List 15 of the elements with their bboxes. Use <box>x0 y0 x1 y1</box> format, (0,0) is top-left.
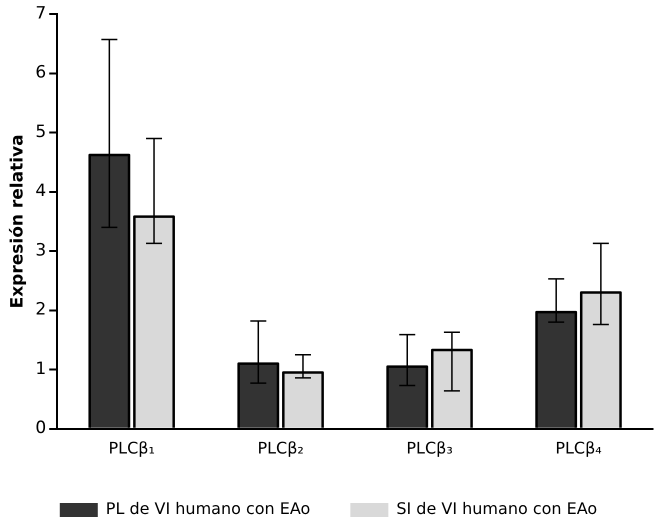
y-tick-label: 7 <box>35 3 46 24</box>
legend-label: PL de VI humano con EAo <box>106 499 310 518</box>
x-tick-label: PLCβ₂ <box>257 438 304 458</box>
y-axis-title: Expresión relativa <box>8 134 28 308</box>
x-tick-label: PLCβ₃ <box>406 438 453 458</box>
legend-label: SI de VI humano con EAo <box>396 499 598 518</box>
x-tick-label: PLCβ₁ <box>108 438 155 458</box>
y-tick-label: 3 <box>35 240 46 260</box>
y-tick-label: 2 <box>35 300 46 320</box>
y-tick-label: 6 <box>35 62 46 83</box>
y-tick-label: 0 <box>35 418 46 438</box>
y-tick-label: 4 <box>35 181 46 202</box>
y-tick-label: 1 <box>35 358 46 379</box>
x-tick-label: PLCβ₄ <box>555 438 602 458</box>
y-tick-label: 5 <box>35 122 46 142</box>
